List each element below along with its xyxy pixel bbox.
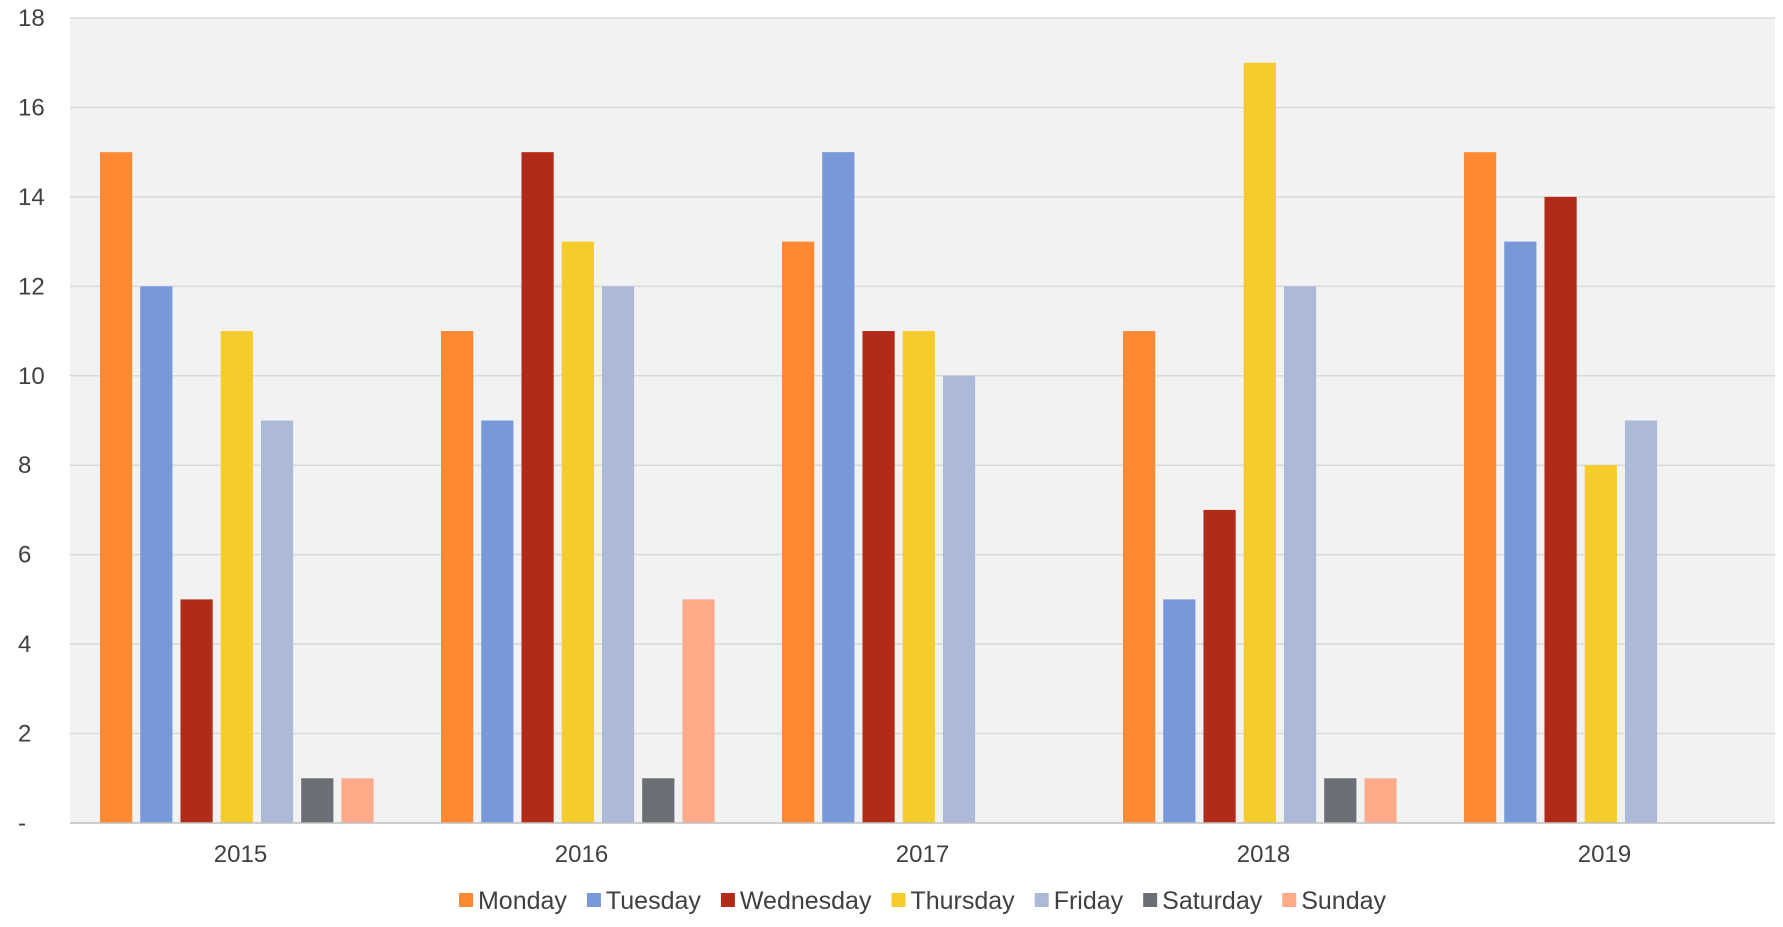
bar-wednesday-2017	[862, 331, 895, 823]
y-tick-label: 18	[18, 5, 45, 32]
bar-tuesday-2016	[481, 420, 514, 823]
x-axis-tick-labels: 2015 2016 2017 2018 2019	[214, 841, 1631, 868]
legend: Monday Tuesday Wednesday Thursday Friday Satu…	[458, 887, 1387, 915]
bar-marks	[100, 62, 1658, 824]
bar-tuesday-2018	[1163, 599, 1196, 823]
y-tick-label: 10	[18, 363, 45, 390]
bar-thursday-2019	[1584, 465, 1617, 823]
legend-item-sunday: Sunday	[1282, 887, 1387, 915]
legend-swatch	[1143, 893, 1158, 907]
legend-label: Thursday	[910, 887, 1015, 915]
bar-wednesday-2019	[1544, 196, 1577, 823]
bar-monday-2019	[1464, 152, 1497, 823]
y-tick-label: -	[18, 810, 26, 837]
x-tick-label: 2018	[1237, 841, 1290, 868]
y-tick-label: 12	[18, 273, 45, 300]
bar-wednesday-2018	[1203, 509, 1236, 823]
bar-saturday-2015	[301, 778, 334, 823]
bar-thursday-2018	[1243, 62, 1276, 823]
legend-label: Wednesday	[740, 887, 872, 915]
legend-item-saturday: Saturday	[1143, 887, 1263, 915]
x-tick-label: 2017	[896, 841, 949, 868]
bar-monday-2016	[441, 331, 474, 823]
y-tick-label: 6	[18, 542, 31, 569]
bar-friday-2017	[942, 375, 976, 823]
bar-sunday-2018	[1364, 778, 1397, 823]
x-tick-label: 2016	[555, 841, 608, 868]
legend-item-monday: Monday	[458, 887, 567, 915]
legend-item-wednesday: Wednesday	[720, 887, 872, 915]
bar-friday-2015	[260, 420, 294, 823]
legend-item-thursday: Thursday	[891, 887, 1015, 915]
bar-tuesday-2017	[822, 152, 855, 823]
legend-label: Saturday	[1162, 887, 1263, 915]
y-tick-label: 16	[18, 94, 45, 121]
y-tick-label: 14	[18, 184, 45, 211]
bar-sunday-2015	[341, 778, 374, 823]
legend-swatch	[1282, 893, 1297, 907]
x-tick-label: 2019	[1578, 841, 1631, 868]
legend-swatch	[891, 893, 906, 907]
bar-friday-2016	[601, 286, 635, 823]
bar-friday-2018	[1283, 286, 1317, 823]
bar-wednesday-2015	[180, 599, 213, 823]
legend-label: Sunday	[1301, 887, 1386, 915]
legend-swatch	[458, 893, 473, 907]
legend-label: Tuesday	[606, 887, 701, 915]
bar-friday-2019	[1624, 420, 1658, 823]
legend-item-friday: Friday	[1034, 887, 1124, 915]
legend-swatch	[1034, 893, 1049, 907]
legend-swatch	[720, 893, 735, 907]
y-tick-label: 8	[18, 452, 31, 479]
bar-monday-2018	[1123, 331, 1156, 823]
legend-swatch	[586, 893, 601, 907]
legend-item-tuesday: Tuesday	[586, 887, 701, 915]
legend-label: Friday	[1054, 887, 1124, 915]
bar-thursday-2017	[902, 331, 935, 823]
bar-sunday-2016	[682, 599, 715, 823]
x-tick-label: 2015	[214, 841, 267, 868]
y-tick-label: 2	[18, 721, 31, 748]
bar-saturday-2016	[642, 778, 675, 823]
bar-thursday-2016	[561, 241, 594, 824]
bar-tuesday-2019	[1504, 241, 1537, 824]
legend-label: Monday	[478, 887, 567, 915]
bar-monday-2015	[100, 152, 133, 823]
bar-wednesday-2016	[521, 152, 554, 823]
bar-saturday-2018	[1324, 778, 1357, 823]
bar-monday-2017	[782, 241, 815, 824]
bar-thursday-2015	[220, 331, 253, 823]
bar-tuesday-2015	[140, 286, 173, 823]
y-axis-tick-labels: - 2 4 6 8 10 12 14 16 18	[18, 5, 45, 837]
y-tick-label: 4	[18, 631, 31, 658]
